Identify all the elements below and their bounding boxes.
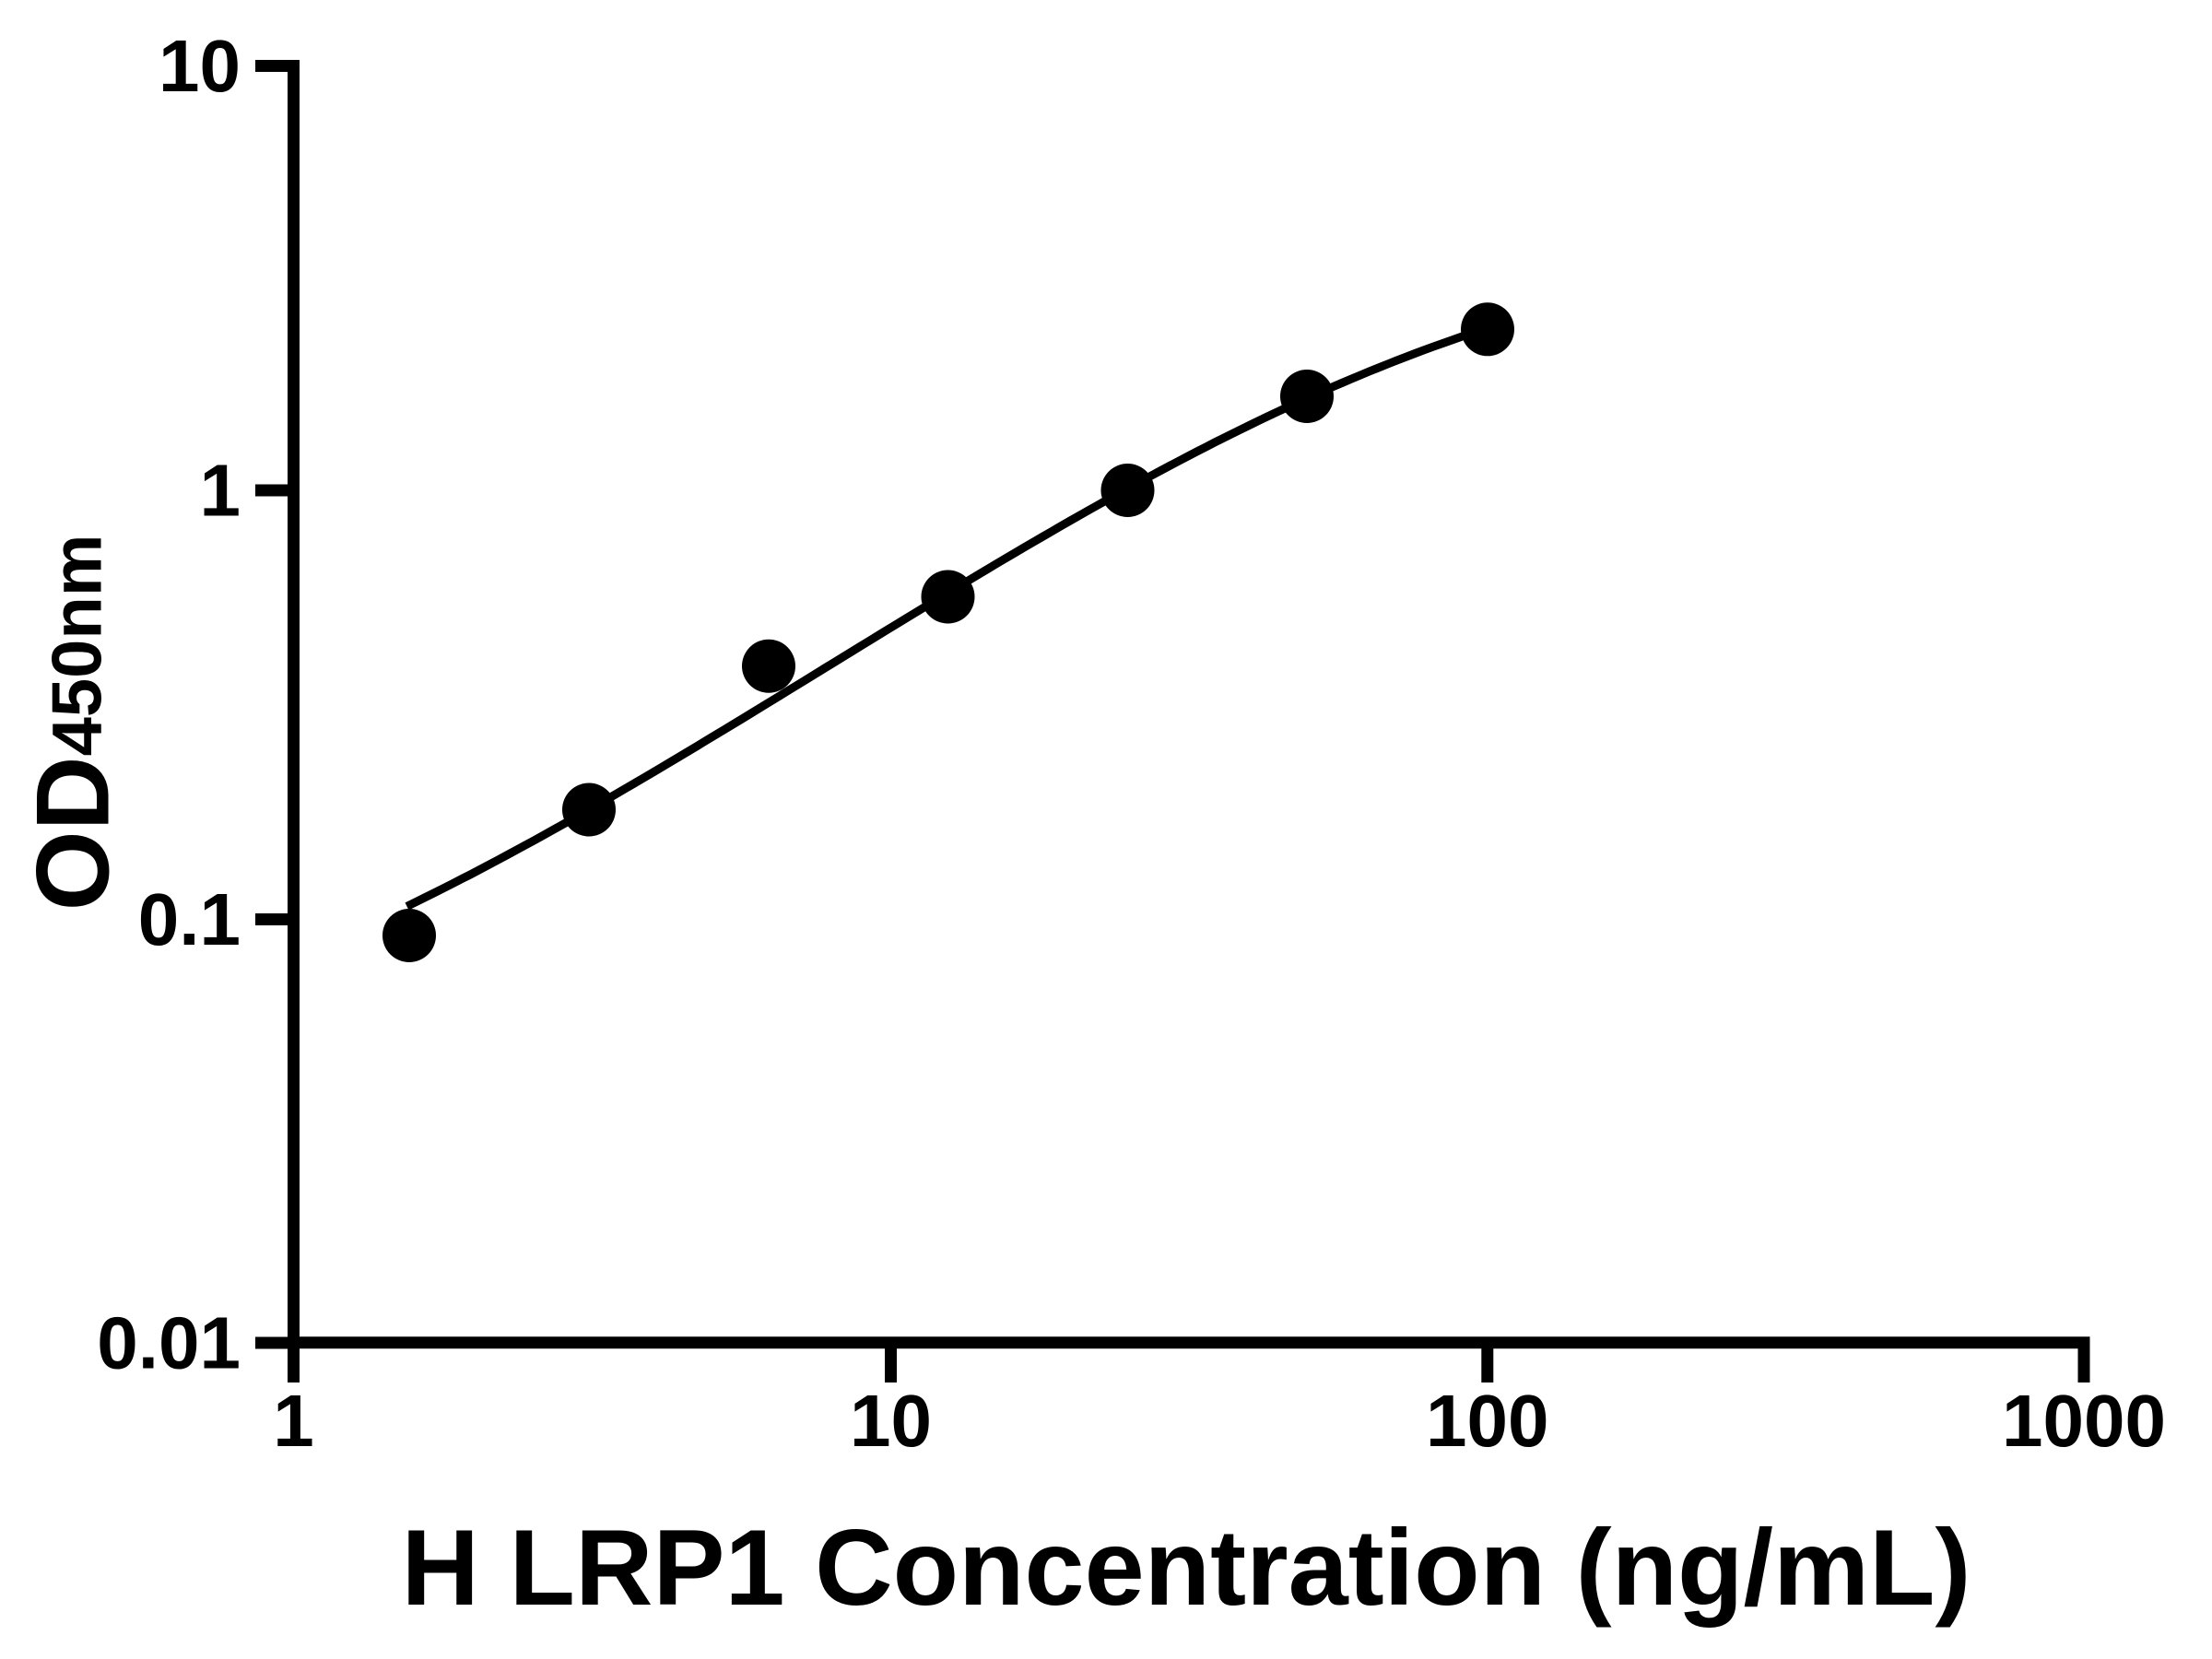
- svg-text:1: 1: [200, 450, 241, 532]
- svg-text:H LRP1 Concentration (ng/mL): H LRP1 Concentration (ng/mL): [402, 1507, 1971, 1628]
- svg-text:1000: 1000: [2002, 1380, 2166, 1462]
- svg-text:0.1: 0.1: [138, 878, 241, 960]
- svg-text:100: 100: [1426, 1380, 1548, 1462]
- svg-text:1: 1: [273, 1380, 314, 1462]
- svg-text:10: 10: [850, 1380, 932, 1462]
- svg-text:10: 10: [159, 25, 241, 107]
- svg-text:0.01: 0.01: [97, 1302, 241, 1384]
